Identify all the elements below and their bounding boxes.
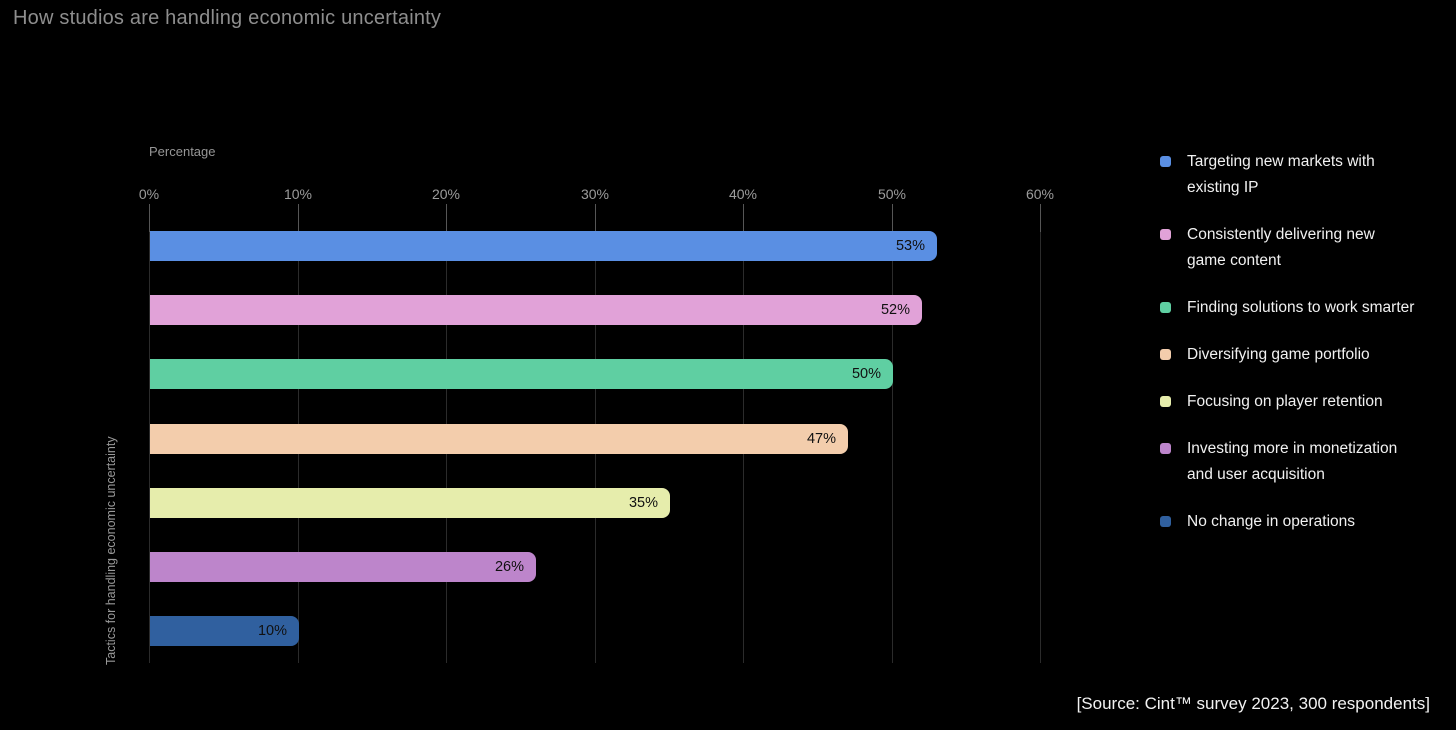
legend-item: Investing more in monetization and user … xyxy=(1160,436,1416,488)
legend-item: Targeting new markets with existing IP xyxy=(1160,149,1416,201)
x-tick-mark xyxy=(446,204,447,232)
bar: 10% xyxy=(150,616,299,646)
legend-marker-icon xyxy=(1160,156,1171,167)
x-tick-mark xyxy=(743,204,744,232)
x-tick-label: 30% xyxy=(580,186,610,202)
bar-value-label: 35% xyxy=(628,495,658,511)
bar: 47% xyxy=(150,424,848,454)
legend-marker-icon xyxy=(1160,349,1171,360)
bar: 26% xyxy=(150,552,536,582)
bar-value-label: 47% xyxy=(806,431,836,447)
x-tick-label: 0% xyxy=(138,186,160,202)
gridline xyxy=(892,232,893,663)
x-tick-label: 20% xyxy=(431,186,461,202)
bar-value-label: 10% xyxy=(257,623,287,639)
bar: 35% xyxy=(150,488,670,518)
legend-marker-icon xyxy=(1160,396,1171,407)
legend-label: Investing more in monetization and user … xyxy=(1187,440,1398,483)
bar-value-label: 26% xyxy=(494,559,524,575)
x-tick-label: 10% xyxy=(283,186,313,202)
legend-item: Finding solutions to work smarter xyxy=(1160,295,1416,321)
x-tick-label: 50% xyxy=(877,186,907,202)
bar: 53% xyxy=(150,231,937,261)
x-tick-mark xyxy=(149,204,150,232)
x-tick-label: 40% xyxy=(728,186,758,202)
source-note: [Source: Cint™ survey 2023, 300 responde… xyxy=(1076,694,1430,713)
legend-marker-icon xyxy=(1160,229,1171,240)
bar-value-label: 53% xyxy=(895,238,925,254)
bar: 52% xyxy=(150,295,922,325)
legend-label: Consistently delivering new game content xyxy=(1187,226,1375,269)
legend-label: No change in operations xyxy=(1187,513,1356,530)
bar-value-label: 52% xyxy=(880,302,910,318)
chart-title: How studios are handling economic uncert… xyxy=(13,7,442,29)
x-tick-mark xyxy=(892,204,893,232)
legend-marker-icon xyxy=(1160,443,1171,454)
x-tick-mark xyxy=(298,204,299,232)
bar: 50% xyxy=(150,359,893,389)
legend-item: No change in operations xyxy=(1160,509,1416,535)
legend-label: Focusing on player retention xyxy=(1187,393,1383,410)
y-axis-title: Tactics for handling economic uncertaint… xyxy=(104,436,118,665)
legend-label: Targeting new markets with existing IP xyxy=(1187,153,1375,196)
bar-value-label: 50% xyxy=(851,366,881,382)
x-tick-mark xyxy=(1040,204,1041,232)
legend-item: Consistently delivering new game content xyxy=(1160,222,1416,274)
legend-label: Finding solutions to work smarter xyxy=(1187,299,1415,316)
x-axis-title: Percentage xyxy=(149,144,216,159)
legend-label: Diversifying game portfolio xyxy=(1187,346,1370,363)
x-tick-label: 60% xyxy=(1025,186,1055,202)
legend-marker-icon xyxy=(1160,516,1171,527)
gridline xyxy=(1040,232,1041,663)
legend: Targeting new markets with existing IP Co… xyxy=(1160,149,1416,556)
gridline xyxy=(149,232,150,663)
legend-marker-icon xyxy=(1160,302,1171,313)
x-tick-mark xyxy=(595,204,596,232)
legend-item: Diversifying game portfolio xyxy=(1160,342,1416,368)
legend-item: Focusing on player retention xyxy=(1160,389,1416,415)
